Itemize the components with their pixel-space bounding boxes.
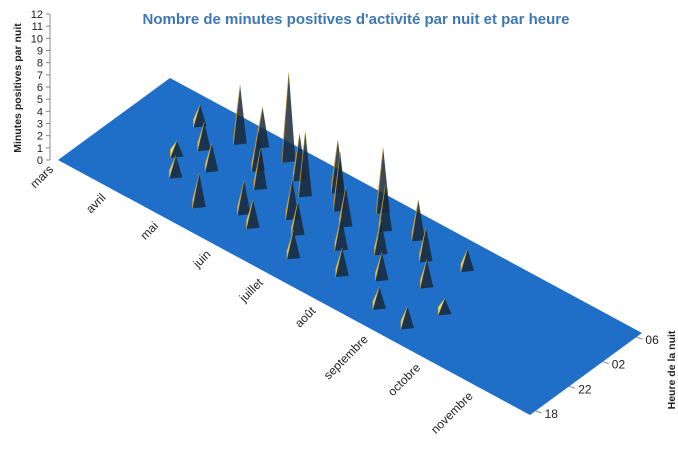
depth-tick-label: 06 <box>645 333 659 347</box>
z-tick-label: 7 <box>37 70 43 82</box>
x-tick-label: mai <box>137 219 161 243</box>
spike <box>335 247 343 278</box>
spike-shadow <box>339 186 353 228</box>
spike-shadow <box>372 286 386 311</box>
spike <box>291 200 299 237</box>
spike <box>437 298 445 316</box>
z-tick-label: 2 <box>37 131 43 143</box>
z-tick-label: 10 <box>31 33 43 45</box>
spike <box>192 173 200 209</box>
chart-title: Nombre de minutes positives d'activité p… <box>142 11 569 28</box>
spike <box>193 104 201 128</box>
spike-shadow <box>460 248 475 273</box>
spike-shadow <box>197 122 211 152</box>
spike-shadow <box>205 143 219 173</box>
spike-shadow <box>286 230 301 260</box>
spike <box>204 143 212 173</box>
spike <box>237 180 245 216</box>
spike <box>246 199 254 230</box>
depth-tick <box>636 336 643 340</box>
spike <box>285 178 293 221</box>
z-tick-label: 11 <box>32 21 43 33</box>
spike-shadow <box>282 72 296 163</box>
spike-shadow <box>420 259 434 289</box>
z-tick-label: 4 <box>37 106 43 118</box>
spike-shadow <box>419 227 433 263</box>
z-axis-label: Minutes positives par nuit <box>12 23 24 153</box>
spike-shadow <box>335 247 349 278</box>
spike-shadow <box>374 220 388 256</box>
spike-shadow <box>253 148 268 191</box>
spike <box>374 219 382 256</box>
spike-shadow <box>411 199 426 242</box>
z-tick-label: 9 <box>37 46 43 58</box>
depth-tick-label: 18 <box>545 407 559 421</box>
spike <box>197 121 205 152</box>
floor <box>58 78 642 415</box>
depth-axis-label: Heure de la nuit <box>666 330 678 409</box>
depth-tick <box>535 410 542 414</box>
spike <box>460 248 468 273</box>
z-tick-label: 12 <box>31 9 43 21</box>
spike <box>334 215 342 252</box>
x-tick-label: juin <box>190 247 214 271</box>
spike <box>419 227 427 263</box>
spike <box>298 131 306 198</box>
spike-shadow <box>375 252 389 282</box>
spike <box>281 72 289 163</box>
spike <box>233 85 241 146</box>
depth-tick-label: 02 <box>612 358 626 372</box>
spike-shadow <box>169 155 183 179</box>
spike-shadow <box>237 180 251 216</box>
depth-tick-label: 22 <box>578 382 592 396</box>
spike-shadow <box>233 85 247 146</box>
z-tick-label: 3 <box>37 119 43 131</box>
spike <box>419 259 427 289</box>
spike <box>251 130 259 172</box>
spike <box>333 152 341 212</box>
x-tick-label: juillet <box>236 275 266 305</box>
spike-shadow <box>333 152 347 212</box>
spike <box>378 184 386 233</box>
spike-shadow <box>438 298 452 316</box>
x-tick-label: mars <box>27 162 56 191</box>
z-tick-label: 5 <box>37 94 43 106</box>
spike <box>400 306 408 330</box>
spike-shadow <box>378 184 393 233</box>
spike-shadow <box>298 131 312 198</box>
spike <box>168 155 177 179</box>
x-tick-label: août <box>292 303 319 330</box>
depth-tick <box>602 361 609 365</box>
spike <box>286 230 294 260</box>
spike <box>411 199 419 242</box>
spike-shadow <box>334 215 349 252</box>
z-tick-label: 1 <box>37 143 43 155</box>
spike-shadow <box>192 173 206 209</box>
x-tick-label: novembre <box>428 389 476 437</box>
z-tick-label: 8 <box>37 58 43 70</box>
spike-shadow <box>193 104 207 128</box>
x-tick-label: avril <box>83 191 108 216</box>
spike <box>292 133 300 182</box>
depth-tick <box>569 385 576 389</box>
spike-shadow <box>170 140 184 158</box>
spike-shadow <box>291 200 305 237</box>
spike <box>376 147 384 214</box>
spike-shadow <box>246 199 260 229</box>
spike <box>372 286 380 311</box>
spike <box>330 139 339 194</box>
x-tick-label: septembre <box>321 332 371 382</box>
spike <box>374 252 383 282</box>
x-tick-label: octobre <box>385 360 423 398</box>
z-tick-label: 6 <box>37 82 43 94</box>
spike-shadow <box>400 306 415 330</box>
spike <box>170 140 178 158</box>
z-tick-label: 0 <box>37 155 43 167</box>
spike <box>253 148 261 191</box>
